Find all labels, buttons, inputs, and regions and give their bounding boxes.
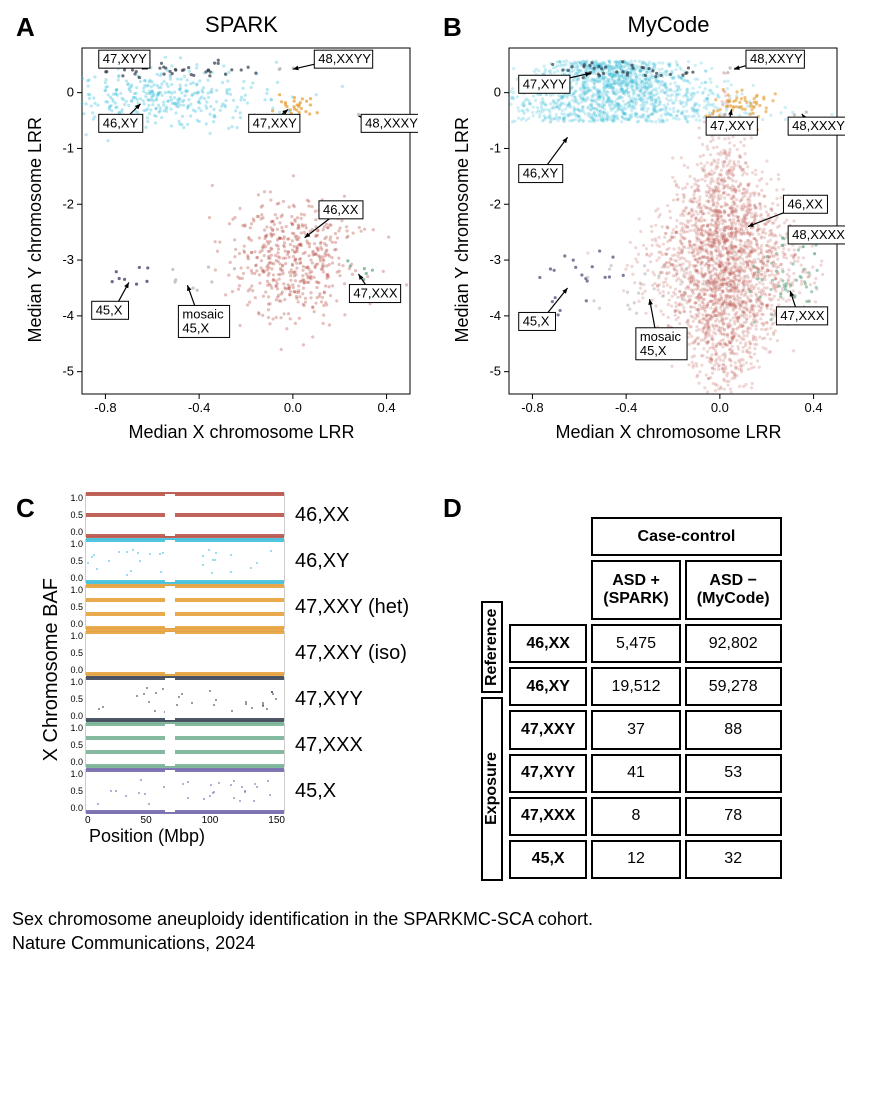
svg-text:-0.8: -0.8	[94, 400, 116, 415]
cell-v2: 88	[685, 710, 782, 749]
figure-caption: Sex chromosome aneuploidy identification…	[12, 907, 858, 956]
table-row: 46,XX5,47592,802	[509, 624, 782, 663]
svg-text:-3: -3	[489, 252, 501, 267]
svg-text:-4: -4	[489, 308, 501, 323]
panel-a-xlabel: Median X chromosome LRR	[128, 422, 354, 443]
svg-text:0.0: 0.0	[711, 400, 729, 415]
svg-text:47,XXY: 47,XXY	[253, 115, 297, 130]
panel-d-label: D	[443, 493, 462, 524]
panel-a-ylabel: Median Y chromosome LRR	[25, 117, 46, 342]
cell-v2: 59,278	[685, 667, 782, 706]
panel-c: C X Chromosome BAF 1.00.50.046,XX1.00.50…	[12, 493, 431, 883]
panel-c-xlabel: Position (Mbp)	[89, 826, 409, 847]
panel-a: A SPARK Median Y chromosome LRR -0.8 -0.4…	[12, 12, 431, 443]
svg-text:0: 0	[67, 85, 74, 100]
baf-row: 1.00.50.046,XX	[67, 493, 409, 537]
cell-v1: 41	[591, 754, 680, 793]
svg-text:0.4: 0.4	[378, 400, 396, 415]
baf-label: 46,XX	[295, 504, 349, 527]
svg-text:-5: -5	[62, 364, 74, 379]
baf-stack: 1.00.50.046,XX1.00.50.046,XY1.00.50.047,…	[67, 493, 409, 815]
cell-v1: 5,475	[591, 624, 680, 663]
svg-text:-1: -1	[62, 140, 74, 155]
svg-text:46,XX: 46,XX	[323, 202, 359, 217]
baf-row: 1.00.50.047,XXY (het)	[67, 585, 409, 629]
svg-text:-2: -2	[489, 196, 501, 211]
panel-a-label: A	[16, 12, 35, 43]
table-row: 46,XY19,51259,278	[509, 667, 782, 706]
cell-v1: 37	[591, 710, 680, 749]
baf-row: 1.00.50.045,X	[67, 769, 409, 813]
svg-text:47,XXX: 47,XXX	[353, 286, 397, 301]
baf-row: 1.00.50.046,XY	[67, 539, 409, 583]
table-row: 47,XXX878	[509, 797, 782, 836]
panel-c-xticks: 050100150	[85, 815, 285, 826]
panel-c-ylabel: X Chromosome BAF	[40, 578, 63, 761]
svg-text:45,X: 45,X	[96, 302, 123, 317]
svg-text:48,XXXY: 48,XXXY	[365, 115, 418, 130]
table-row: 47,XYY4153	[509, 754, 782, 793]
svg-text:0.0: 0.0	[284, 400, 302, 415]
side-label: Exposure	[481, 697, 503, 881]
cell-v2: 53	[685, 754, 782, 793]
panel-c-label: C	[16, 493, 35, 524]
row-label: 47,XYY	[509, 754, 587, 793]
panel-b-scatter: -0.8-0.40.00.4-5-4-3-2-1047,XYY48,XXYY47…	[475, 40, 845, 420]
baf-label: 45,X	[295, 780, 336, 803]
panel-b-label: B	[443, 12, 462, 43]
svg-text:mosaic: mosaic	[182, 306, 224, 321]
baf-row: 1.00.50.047,XYY	[67, 677, 409, 721]
svg-text:46,XY: 46,XY	[103, 115, 139, 130]
svg-text:-5: -5	[489, 364, 501, 379]
row-label: 46,XX	[509, 624, 587, 663]
panel-d-side-labels: Reference Exposure	[479, 513, 505, 883]
panel-b-xlabel: Median X chromosome LRR	[555, 422, 781, 443]
panel-d-table: Case-control ASD +(SPARK)ASD −(MyCode) 46,…	[505, 513, 786, 883]
svg-text:0: 0	[494, 85, 501, 100]
svg-text:-1: -1	[489, 140, 501, 155]
col-header: ASD +(SPARK)	[591, 560, 680, 620]
baf-label: 47,XXY (iso)	[295, 642, 407, 665]
panel-b-title: MyCode	[628, 12, 710, 38]
svg-text:-0.4: -0.4	[615, 400, 637, 415]
row-label: 45,X	[509, 840, 587, 879]
table-row: 45,X1232	[509, 840, 782, 879]
cell-v1: 19,512	[591, 667, 680, 706]
baf-label: 47,XYY	[295, 688, 363, 711]
svg-text:0.4: 0.4	[805, 400, 823, 415]
svg-text:-3: -3	[62, 252, 74, 267]
baf-label: 47,XXY (het)	[295, 596, 409, 619]
svg-text:-0.8: -0.8	[521, 400, 543, 415]
baf-label: 46,XY	[295, 550, 349, 573]
case-control-header: Case-control	[591, 517, 781, 556]
caption-line-2: Nature Communications, 2024	[12, 931, 858, 955]
panel-b-ylabel: Median Y chromosome LRR	[452, 117, 473, 342]
side-label: Reference	[481, 601, 503, 693]
row-label: 47,XXY	[509, 710, 587, 749]
cell-v2: 78	[685, 797, 782, 836]
svg-text:-2: -2	[62, 196, 74, 211]
svg-text:47,XYY: 47,XYY	[103, 51, 147, 66]
svg-text:45,X: 45,X	[182, 320, 209, 335]
panel-b: B MyCode Median Y chromosome LRR -0.8 -0.…	[439, 12, 858, 443]
row-label: 47,XXX	[509, 797, 587, 836]
col-header: ASD −(MyCode)	[685, 560, 782, 620]
cell-v1: 12	[591, 840, 680, 879]
caption-line-1: Sex chromosome aneuploidy identification…	[12, 907, 858, 931]
baf-label: 47,XXX	[295, 734, 363, 757]
panel-a-scatter: -0.8 -0.4 0.0 0.4 -5 -4 -3 -2 -1 0 47,XYY 48,XXYY 46…	[48, 40, 418, 420]
row-label: 46,XY	[509, 667, 587, 706]
panel-d: D Reference Exposure Case-control ASD +(SP…	[439, 493, 858, 883]
baf-row: 1.00.50.047,XXX	[67, 723, 409, 767]
cell-v1: 8	[591, 797, 680, 836]
baf-row: 1.00.50.047,XXY (iso)	[67, 631, 409, 675]
svg-text:-0.4: -0.4	[188, 400, 210, 415]
svg-text:-4: -4	[62, 308, 74, 323]
panel-a-title: SPARK	[205, 12, 278, 38]
cell-v2: 32	[685, 840, 782, 879]
svg-text:48,XXYY: 48,XXYY	[318, 51, 371, 66]
table-row: 47,XXY3788	[509, 710, 782, 749]
cell-v2: 92,802	[685, 624, 782, 663]
